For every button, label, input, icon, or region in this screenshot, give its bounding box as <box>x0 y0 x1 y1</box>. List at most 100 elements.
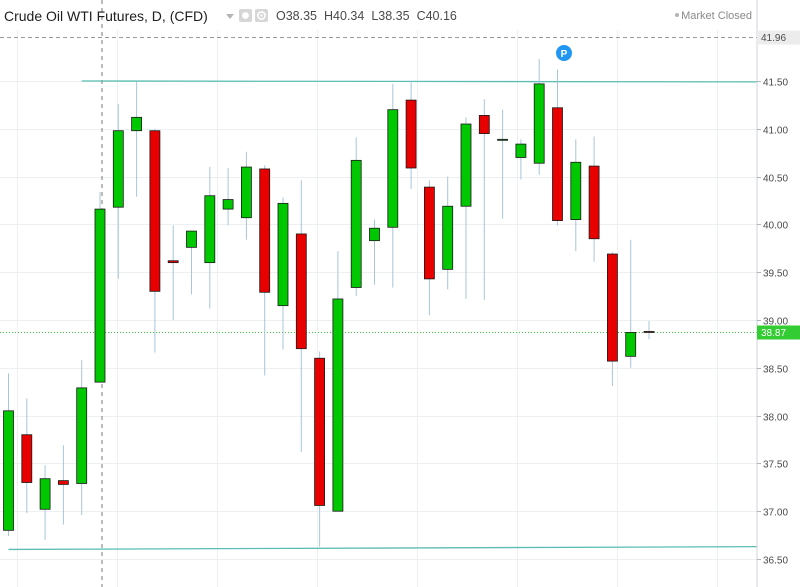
candle-body <box>607 253 618 362</box>
last-price-tag: 38.87 <box>757 325 800 340</box>
candles <box>3 59 655 547</box>
candle[interactable] <box>442 176 454 290</box>
candle-body <box>76 387 88 484</box>
candle[interactable] <box>277 197 289 350</box>
candle-body <box>259 168 271 293</box>
candle-body <box>240 166 252 219</box>
y-tick-label: 40.00 <box>763 221 788 232</box>
candle[interactable] <box>58 445 69 525</box>
y-tick-label: 41.50 <box>763 78 788 89</box>
candle[interactable] <box>186 230 197 295</box>
symbol-title[interactable]: Crude Oil WTI Futures, D, (CFD) <box>4 8 208 24</box>
candle-body <box>222 199 234 210</box>
hide-icon[interactable] <box>255 9 268 22</box>
candle[interactable] <box>240 151 252 240</box>
candle[interactable] <box>350 137 362 297</box>
candle[interactable] <box>533 59 545 175</box>
candle[interactable] <box>131 81 143 197</box>
candle[interactable] <box>588 136 600 262</box>
candle-body <box>94 208 106 383</box>
candle-body <box>314 357 326 506</box>
ohlc-item-h: H40.34 <box>324 9 364 23</box>
candle[interactable] <box>222 167 234 226</box>
candle-body <box>423 186 435 280</box>
candle-body <box>186 230 197 248</box>
candle-body <box>39 478 51 510</box>
y-tick-label: 41.00 <box>763 126 788 137</box>
candle-body <box>149 130 161 292</box>
symbol-dropdown-icon[interactable] <box>226 14 234 19</box>
candle[interactable] <box>332 251 344 512</box>
candle-body <box>131 116 143 132</box>
candle[interactable] <box>167 225 179 320</box>
candle-body <box>533 83 545 164</box>
candle-body <box>570 161 582 221</box>
candle[interactable] <box>643 320 655 340</box>
trendline-support[interactable] <box>8 545 778 551</box>
candle-body <box>515 143 527 158</box>
candle[interactable] <box>387 83 399 288</box>
event-marker-icon[interactable] <box>556 45 572 61</box>
candle[interactable] <box>405 81 417 190</box>
candle[interactable] <box>94 191 106 383</box>
candle[interactable] <box>625 239 637 368</box>
trendlines[interactable] <box>8 80 800 551</box>
price-axis-ticks: 36.50 37.00 37.50 38.00 38.50 39.00 39.50 40.00… <box>757 78 788 567</box>
trendline-resistance[interactable] <box>81 80 800 83</box>
candle-body <box>369 227 380 242</box>
y-tick-label: 36.50 <box>763 556 788 567</box>
candle[interactable] <box>478 99 490 300</box>
candle[interactable] <box>21 398 33 514</box>
candle[interactable] <box>3 373 14 537</box>
y-tick-label: 37.00 <box>763 508 788 519</box>
ohlc-item-c: C40.16 <box>417 9 457 23</box>
candle[interactable] <box>204 167 216 309</box>
candle[interactable] <box>515 139 527 180</box>
candle-body <box>58 480 69 485</box>
candle[interactable] <box>497 109 509 219</box>
candle[interactable] <box>149 128 161 353</box>
market-status-dot-icon <box>675 13 679 17</box>
price-axis[interactable] <box>757 0 800 587</box>
candle-body <box>3 410 14 531</box>
candle-body <box>387 109 399 228</box>
candle-body <box>552 107 563 221</box>
y-tick-label: 38.50 <box>763 365 788 376</box>
candle[interactable] <box>295 180 307 452</box>
candle[interactable] <box>112 103 124 279</box>
y-tick-label: 40.50 <box>763 174 788 185</box>
candle-body <box>204 195 216 264</box>
candle[interactable] <box>369 219 380 285</box>
candle[interactable] <box>460 117 472 299</box>
candle[interactable] <box>76 360 88 516</box>
market-status: Market Closed <box>681 10 752 22</box>
ohlc-values: O38.35 H40.34 L38.35 C40.16 <box>276 9 457 23</box>
candle-body <box>588 165 600 240</box>
y-tick-label: 38.00 <box>763 413 788 424</box>
candle-body <box>625 332 637 357</box>
candle-body <box>112 130 124 208</box>
candle-body <box>295 233 307 350</box>
candle[interactable] <box>607 252 618 386</box>
candle[interactable] <box>314 351 326 547</box>
candle-body <box>332 298 344 512</box>
candle-body <box>460 123 472 207</box>
event-marker[interactable]: P <box>556 45 572 61</box>
candle-body <box>21 434 33 483</box>
candle[interactable] <box>423 180 435 316</box>
candle-body <box>277 202 289 307</box>
candle[interactable] <box>259 165 271 376</box>
candle[interactable] <box>552 69 563 226</box>
y-tick-label: 39.50 <box>763 269 788 280</box>
settings-icon[interactable] <box>239 9 252 22</box>
candle[interactable] <box>39 465 51 540</box>
event-marker-label: P <box>561 49 568 60</box>
high-price-label: 41.96 <box>761 33 786 44</box>
candle-body <box>497 138 509 141</box>
candle[interactable] <box>570 139 582 252</box>
high-price-tag: 41.96 <box>757 30 800 45</box>
candle-body <box>350 159 362 288</box>
